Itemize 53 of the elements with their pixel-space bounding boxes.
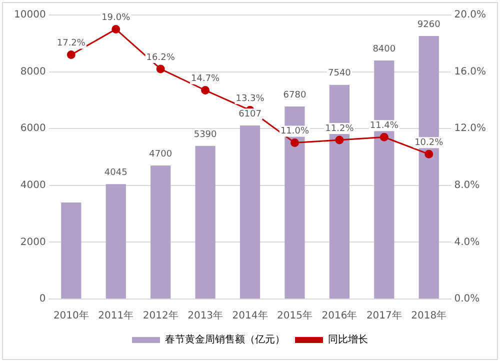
x-tick-label: 2011年: [98, 310, 134, 322]
data-label: 4045: [104, 168, 128, 178]
data-label: 19.0%: [102, 13, 131, 24]
point: [335, 136, 344, 144]
x-tick-label: 2015年: [277, 310, 312, 322]
x-tick-label: 2016年: [322, 310, 358, 322]
point: [380, 132, 388, 142]
data-label: 11.2%: [325, 124, 354, 134]
point: [290, 138, 299, 148]
data-label: 4700: [149, 149, 172, 160]
y2-tick-label: 20.0%: [454, 10, 486, 21]
y-tick-label: 0: [39, 294, 46, 305]
data-label: 17.2%: [56, 38, 86, 49]
point: [66, 50, 76, 60]
bar: [195, 146, 216, 298]
x-tick-label: 2010年: [53, 310, 89, 322]
data-label: 11.0%: [280, 126, 310, 137]
y2-tick-label: 8.0%: [454, 180, 480, 191]
data-label: 16.2%: [146, 52, 176, 63]
y2-tick-label: 16.0%: [454, 66, 486, 78]
y-tick-label: 8000: [20, 66, 46, 78]
data-label: 5390: [194, 130, 218, 140]
x-tick-label: 2018年: [411, 310, 447, 322]
y2-tick-label: 12.0%: [454, 123, 486, 134]
data-label: 13.3%: [236, 94, 265, 104]
point: [112, 24, 120, 34]
data-label: 7540: [328, 68, 352, 79]
y2-tick-label: 4.0%: [454, 236, 480, 248]
data-label: 10.2%: [414, 138, 444, 148]
y-tick-label: 10000: [14, 10, 46, 21]
point: [156, 64, 165, 74]
data-label: 6107: [238, 109, 262, 120]
x-tick-label: 2017年: [366, 310, 402, 322]
data-label: 9260: [417, 20, 441, 30]
y-tick-label: 6000: [20, 123, 46, 134]
y-tick-label: 4000: [20, 180, 46, 191]
bar: [240, 126, 260, 298]
point: [201, 86, 210, 95]
y-tick-label: 2000: [20, 236, 46, 248]
legend-label: 春节黄金周销售额（亿元）: [165, 334, 285, 346]
x-tick-label: 2014年: [232, 310, 268, 322]
data-label: 11.4%: [370, 120, 399, 131]
data-label: 14.7%: [191, 74, 220, 84]
bar: [61, 202, 82, 298]
bar: [150, 166, 171, 298]
y2-tick-label: 0.0%: [454, 294, 480, 305]
bar: [106, 184, 126, 298]
legend-label: 同比增长: [328, 334, 368, 346]
data-label: 8400: [372, 44, 396, 54]
point: [424, 150, 434, 158]
data-label: 6780: [283, 90, 306, 100]
x-tick-label: 2013年: [188, 310, 224, 322]
x-tick-label: 2012年: [142, 310, 178, 322]
